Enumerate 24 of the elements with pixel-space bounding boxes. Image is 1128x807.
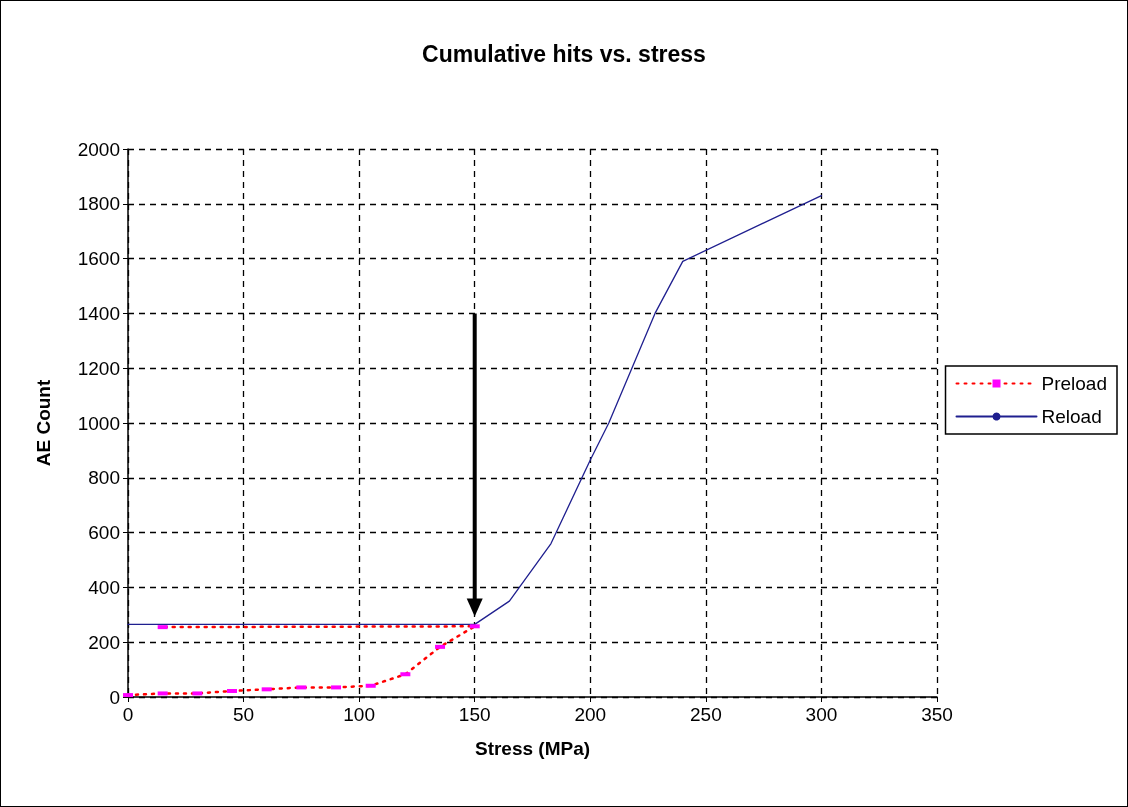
x-tick-label: 100 — [343, 704, 375, 725]
x-tick-label: 200 — [574, 704, 607, 725]
y-tick-label: 2000 — [77, 138, 120, 160]
x-tick-label: 150 — [458, 704, 491, 725]
x-tick-label: 50 — [233, 704, 255, 725]
x-tick-label: 250 — [690, 704, 722, 725]
y-axis-title: AE Count — [33, 379, 54, 467]
y-tick-label: 0 — [109, 686, 120, 708]
x-tick-label: 350 — [921, 704, 953, 725]
chart-title: Cumulative hits vs. stress — [422, 40, 706, 67]
y-tick-label: 1400 — [77, 302, 120, 324]
x-tick-label: 0 — [122, 704, 134, 725]
y-tick-label: 1600 — [77, 248, 120, 270]
y-tick-label: 600 — [88, 522, 120, 544]
y-tick-label: 200 — [88, 631, 120, 653]
legend-label: Preload — [1041, 373, 1108, 394]
y-tick-label: 1000 — [77, 412, 120, 434]
legend-label: Reload — [1041, 406, 1102, 427]
y-tick-label: 1200 — [77, 357, 120, 379]
x-axis-title: Stress (MPa) — [474, 738, 591, 759]
y-tick-label: 800 — [88, 467, 120, 489]
x-tick-label: 300 — [805, 704, 838, 725]
y-tick-label: 1800 — [77, 193, 120, 215]
y-tick-label: 400 — [88, 576, 120, 598]
